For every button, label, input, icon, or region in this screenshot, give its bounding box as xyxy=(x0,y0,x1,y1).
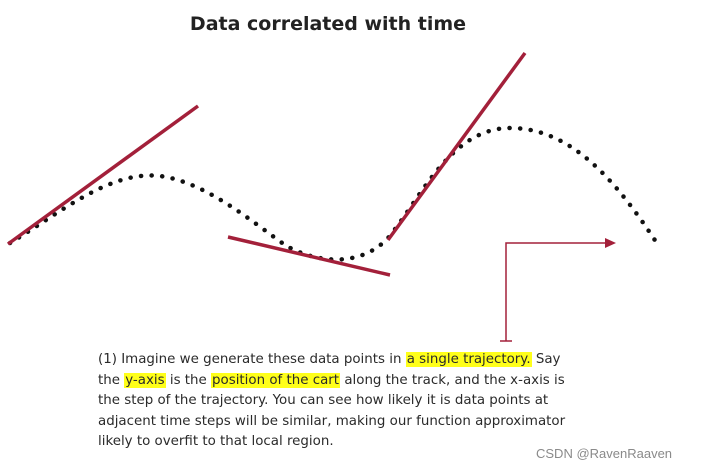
dotted-trajectory-curve xyxy=(7,125,663,262)
annotation-note: (1) Imagine we generate these data point… xyxy=(98,350,568,453)
annotation-segment: Imagine we generate these data points in xyxy=(121,352,406,367)
arrowhead-icon xyxy=(605,238,616,248)
watermark: CSDN @RavenRaaven xyxy=(536,446,673,461)
tangent-line-valley xyxy=(227,235,391,277)
annotation-text: Imagine we generate these data points in… xyxy=(98,352,565,449)
highlighted-phrase: a single trajectory. xyxy=(405,352,532,367)
highlighted-phrase: y-axis xyxy=(124,372,166,388)
annotation-marker: (1) xyxy=(98,352,117,367)
tangent-line-left xyxy=(6,104,200,246)
callout-arrow xyxy=(500,238,616,342)
annotation-segment: Say the xyxy=(98,352,561,388)
diagram-title: Data correlated with time xyxy=(190,13,466,35)
highlighted-phrase: position of the cart xyxy=(211,372,341,388)
annotation-segment: is the xyxy=(165,372,212,388)
annotation-segment: along the track, and the x-axis is the s… xyxy=(98,372,566,450)
tangent-line-rising xyxy=(386,51,527,242)
